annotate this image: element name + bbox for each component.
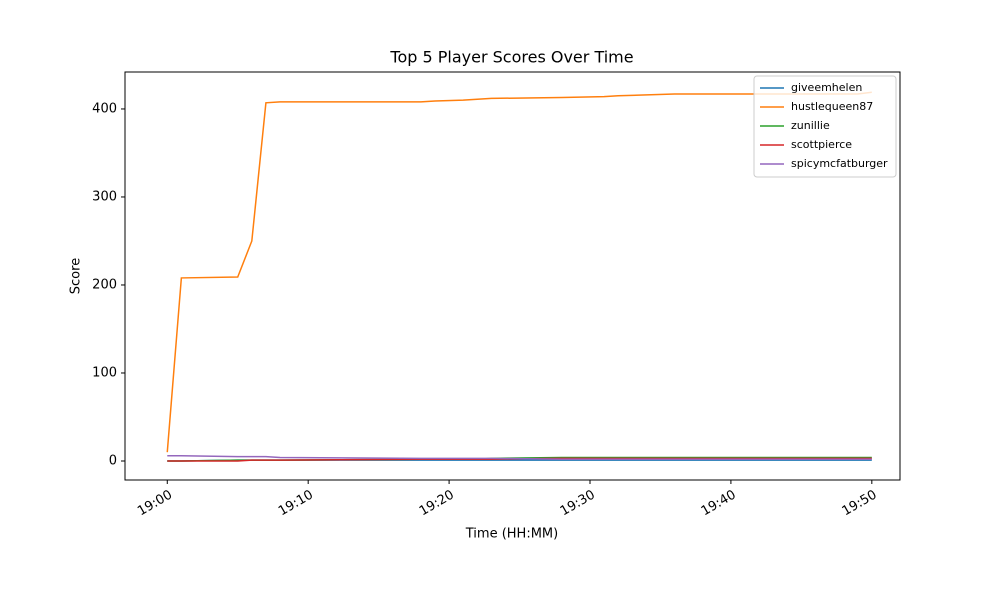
legend-label: giveemhelen (791, 81, 862, 94)
x-tick-label: 19:40 (699, 488, 739, 520)
y-tick-label: 400 (92, 101, 117, 116)
legend-label: scottpierce (791, 138, 852, 151)
x-tick-label: 19:00 (135, 488, 175, 520)
y-tick-label: 200 (92, 277, 117, 292)
series-line (166, 91, 872, 453)
x-tick-label: 19:30 (558, 488, 598, 520)
legend-box (753, 75, 897, 178)
x-tick-label: 19:50 (840, 488, 880, 520)
x-tick-label: 19:20 (417, 488, 457, 520)
legend-label: spicymcfatburger (791, 157, 888, 170)
plot-area (166, 91, 872, 462)
chart-title: Top 5 Player Scores Over Time (389, 48, 633, 67)
axes-frame (124, 71, 901, 481)
y-tick-label: 0 (109, 453, 117, 468)
y-axis-label: Score (69, 258, 84, 294)
x-axis-label: Time (HH:MM) (465, 527, 558, 542)
y-tick-label: 100 (92, 365, 117, 380)
x-tick-label: 19:10 (276, 488, 316, 520)
legend-label: hustlequeen87 (791, 100, 873, 113)
y-tick-label: 300 (92, 189, 117, 204)
series-line (167, 457, 872, 462)
legend-label: zunillie (791, 119, 830, 132)
series-line (167, 454, 872, 460)
